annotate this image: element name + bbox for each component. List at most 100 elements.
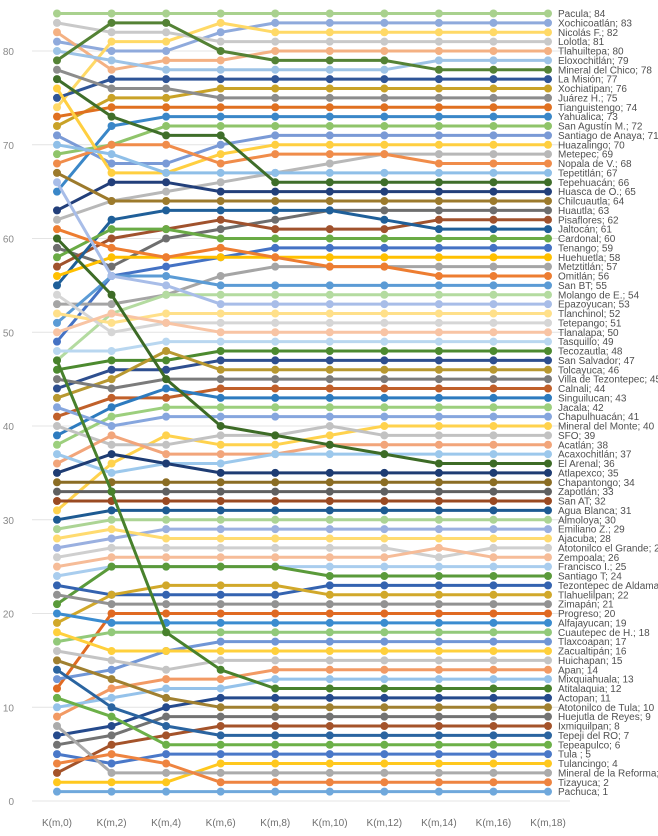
data-point-marker[interactable] xyxy=(380,206,389,215)
series-la-misi-n[interactable] xyxy=(53,75,552,102)
data-point-marker[interactable] xyxy=(53,253,61,262)
data-point-marker[interactable] xyxy=(216,478,225,487)
data-point-marker[interactable] xyxy=(434,197,443,205)
data-point-marker[interactable] xyxy=(216,65,225,74)
data-point-marker[interactable] xyxy=(544,112,552,121)
data-point-marker[interactable] xyxy=(434,243,443,252)
data-point-marker[interactable] xyxy=(271,9,280,18)
data-point-marker[interactable] xyxy=(434,187,443,196)
data-point-marker[interactable] xyxy=(544,487,552,496)
data-point-marker[interactable] xyxy=(380,693,389,702)
data-point-marker[interactable] xyxy=(380,422,389,430)
data-point-marker[interactable] xyxy=(216,356,225,365)
data-point-marker[interactable] xyxy=(53,665,61,674)
data-point-marker[interactable] xyxy=(434,309,443,318)
series-zacualtip-n[interactable] xyxy=(53,628,552,655)
data-point-marker[interactable] xyxy=(434,272,443,280)
data-point-marker[interactable] xyxy=(271,618,280,627)
data-point-marker[interactable] xyxy=(271,150,280,159)
data-point-marker[interactable] xyxy=(271,543,280,552)
data-point-marker[interactable] xyxy=(380,534,389,543)
data-point-marker[interactable] xyxy=(271,787,280,796)
data-point-marker[interactable] xyxy=(544,422,552,430)
data-point-marker[interactable] xyxy=(380,122,389,130)
data-point-marker[interactable] xyxy=(325,450,334,459)
data-point-marker[interactable] xyxy=(107,28,116,37)
data-point-marker[interactable] xyxy=(53,300,61,309)
data-point-marker[interactable] xyxy=(216,497,225,505)
data-point-marker[interactable] xyxy=(380,18,389,27)
data-point-marker[interactable] xyxy=(380,543,389,552)
data-point-marker[interactable] xyxy=(325,384,334,393)
data-point-marker[interactable] xyxy=(489,290,498,299)
data-point-marker[interactable] xyxy=(434,384,443,393)
data-point-marker[interactable] xyxy=(434,750,443,759)
data-point-marker[interactable] xyxy=(107,768,116,777)
data-point-marker[interactable] xyxy=(53,581,61,590)
data-point-marker[interactable] xyxy=(107,215,116,224)
series-tasquillo[interactable] xyxy=(53,337,552,355)
data-point-marker[interactable] xyxy=(107,515,116,524)
data-point-marker[interactable] xyxy=(544,440,552,449)
data-point-marker[interactable] xyxy=(162,675,171,684)
data-point-marker[interactable] xyxy=(162,225,171,234)
data-point-marker[interactable] xyxy=(216,440,225,449)
data-point-marker[interactable] xyxy=(544,215,552,224)
series-ixmiquilpan[interactable] xyxy=(53,722,552,777)
data-point-marker[interactable] xyxy=(53,525,61,534)
data-point-marker[interactable] xyxy=(107,290,116,299)
data-point-marker[interactable] xyxy=(380,440,389,449)
series-tlahuelilpan[interactable] xyxy=(53,581,552,627)
data-point-marker[interactable] xyxy=(434,468,443,477)
data-point-marker[interactable] xyxy=(380,740,389,749)
series-nicol-s-f-[interactable] xyxy=(53,18,552,112)
data-point-marker[interactable] xyxy=(162,731,171,740)
data-point-marker[interactable] xyxy=(325,206,334,215)
data-point-marker[interactable] xyxy=(107,225,116,234)
data-point-marker[interactable] xyxy=(216,37,225,46)
data-point-marker[interactable] xyxy=(216,628,225,637)
data-point-marker[interactable] xyxy=(544,722,552,730)
data-point-marker[interactable] xyxy=(434,140,443,149)
data-point-marker[interactable] xyxy=(325,365,334,374)
series-chapulhuac-n[interactable] xyxy=(53,403,552,430)
data-point-marker[interactable] xyxy=(271,103,280,112)
data-point-marker[interactable] xyxy=(544,525,552,534)
data-point-marker[interactable] xyxy=(434,318,443,327)
data-point-marker[interactable] xyxy=(216,187,225,196)
data-point-marker[interactable] xyxy=(53,131,61,140)
data-point-marker[interactable] xyxy=(380,253,389,262)
data-point-marker[interactable] xyxy=(107,243,116,252)
data-point-marker[interactable] xyxy=(325,65,334,74)
data-point-marker[interactable] xyxy=(489,534,498,543)
data-point-marker[interactable] xyxy=(489,440,498,449)
data-point-marker[interactable] xyxy=(162,365,171,374)
data-point-marker[interactable] xyxy=(434,684,443,693)
data-point-marker[interactable] xyxy=(53,778,61,787)
data-point-marker[interactable] xyxy=(325,56,334,65)
data-point-marker[interactable] xyxy=(216,543,225,552)
data-point-marker[interactable] xyxy=(489,590,498,599)
data-point-marker[interactable] xyxy=(216,225,225,234)
data-point-marker[interactable] xyxy=(53,122,61,130)
data-point-marker[interactable] xyxy=(325,534,334,543)
data-point-marker[interactable] xyxy=(489,778,498,787)
data-point-marker[interactable] xyxy=(434,75,443,84)
data-point-marker[interactable] xyxy=(216,600,225,609)
data-point-marker[interactable] xyxy=(325,609,334,618)
data-point-marker[interactable] xyxy=(216,206,225,215)
data-point-marker[interactable] xyxy=(544,581,552,590)
data-point-marker[interactable] xyxy=(271,712,280,721)
data-point-marker[interactable] xyxy=(434,9,443,18)
data-point-marker[interactable] xyxy=(162,187,171,196)
data-point-marker[interactable] xyxy=(325,778,334,787)
data-point-marker[interactable] xyxy=(544,47,552,55)
data-point-marker[interactable] xyxy=(434,281,443,290)
data-point-marker[interactable] xyxy=(544,131,552,140)
data-point-marker[interactable] xyxy=(380,234,389,243)
data-point-marker[interactable] xyxy=(107,525,116,534)
data-point-marker[interactable] xyxy=(380,609,389,618)
series-omitl-n[interactable] xyxy=(53,225,552,280)
data-point-marker[interactable] xyxy=(434,56,443,65)
data-point-marker[interactable] xyxy=(325,412,334,421)
